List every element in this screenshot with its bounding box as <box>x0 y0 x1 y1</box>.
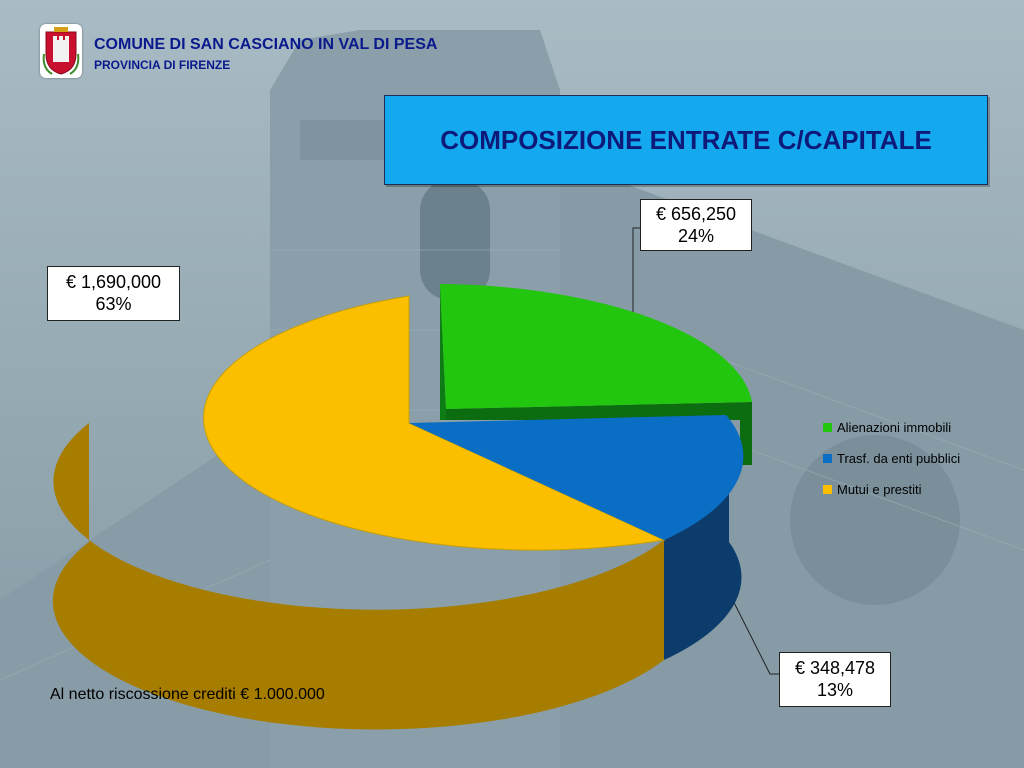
pie-side-trasf <box>664 423 742 660</box>
pie-side-alienazioni-inner <box>440 284 446 420</box>
data-label-value: € 1,690,000 <box>65 272 162 292</box>
legend-item-trasf: Trasf. da enti pubblici <box>823 447 960 469</box>
data-label-trasf: € 348,478 13% <box>779 652 891 707</box>
leader-line-alienazioni <box>632 227 640 312</box>
footnote: Al netto riscossione crediti € 1.000.000 <box>50 686 325 703</box>
data-label-mutui: € 1,690,000 63% <box>47 266 180 321</box>
organization-province: PROVINCIA DI FIRENZE <box>94 58 231 72</box>
pie-slice-trasf <box>409 415 744 540</box>
legend-label: Trasf. da enti pubblici <box>837 450 961 466</box>
data-label-value: € 656,250 <box>655 204 737 224</box>
chart-title: COMPOSIZIONE ENTRATE C/CAPITALE <box>440 124 932 155</box>
chart-legend: Alienazioni immobili Trasf. da enti pubb… <box>823 416 960 509</box>
organization-name: COMUNE DI SAN CASCIANO IN VAL DI PESA <box>94 36 438 53</box>
pie-slice-mutui <box>203 295 666 551</box>
legend-item-mutui: Mutui e prestiti <box>823 478 960 500</box>
legend-swatch <box>823 484 832 494</box>
legend-item-alienazioni: Alienazioni immobili <box>823 416 960 438</box>
pie-slice-alienazioni <box>440 284 752 409</box>
data-label-alienazioni: € 656,250 24% <box>640 199 752 251</box>
pie-side-mutui <box>52 423 664 730</box>
data-label-value: € 348,478 <box>794 658 876 678</box>
data-label-percent: 63% <box>95 294 132 314</box>
chart-title-box: COMPOSIZIONE ENTRATE C/CAPITALE <box>384 95 988 185</box>
legend-swatch <box>823 422 832 432</box>
data-label-percent: 24% <box>677 226 715 246</box>
legend-label: Alienazioni immobili <box>837 419 952 435</box>
coat-of-arms-icon <box>40 24 82 78</box>
legend-label: Mutui e prestiti <box>837 481 922 497</box>
data-label-percent: 13% <box>816 680 854 700</box>
legend-swatch <box>823 453 832 463</box>
